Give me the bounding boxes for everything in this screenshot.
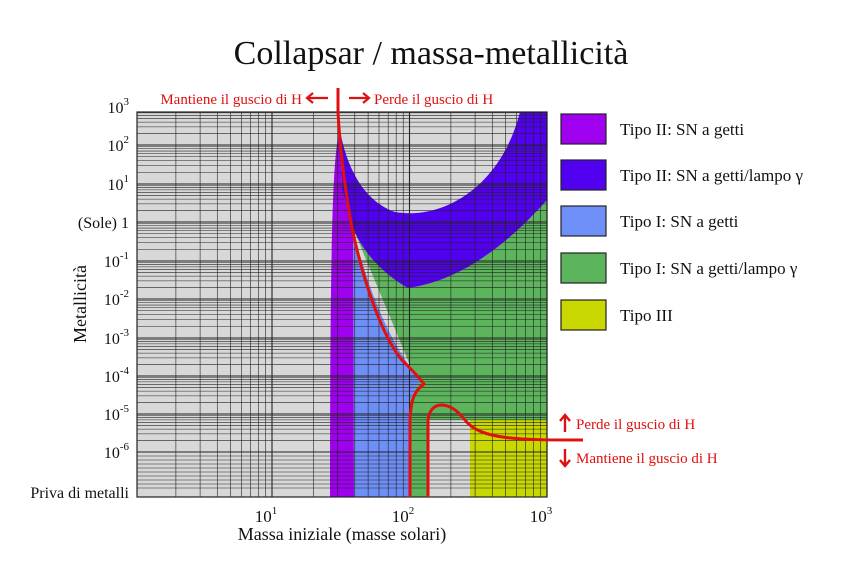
y-tick-label: 101 <box>108 173 130 194</box>
arrow-up-icon <box>559 413 571 432</box>
note-keeps-h-top: Mantiene il guscio di H <box>160 92 302 108</box>
x-axis-title: Massa iniziale (masse solari) <box>238 524 446 545</box>
legend-item: Tipo I: SN a getti <box>560 205 739 237</box>
y-axis-title: Metallicità <box>70 265 90 343</box>
y-tick-label: 10-6 <box>104 441 130 462</box>
boundary-line-right <box>426 403 584 497</box>
y-tick-label: Priva di metalli <box>30 485 129 502</box>
legend-item: Tipo III <box>560 299 673 331</box>
x-tick-label: 101 <box>255 505 278 526</box>
legend-swatch <box>560 252 607 284</box>
legend-label: Tipo II: SN a getti <box>620 120 744 139</box>
x-tick-label: 102 <box>392 505 415 526</box>
y-tick-label: 102 <box>108 134 130 155</box>
legend-label: Tipo I: SN a getti/lampo γ <box>620 259 798 278</box>
arrow-left-icon <box>305 92 328 104</box>
legend-item: Tipo II: SN a getti <box>560 113 744 145</box>
note-loses-h-right: Perde il guscio di H <box>576 417 695 433</box>
arrow-right-icon <box>349 92 371 104</box>
legend-swatch <box>560 205 607 237</box>
legend-item: Tipo II: SN a getti/lampo γ <box>560 159 804 191</box>
legend-label: Tipo I: SN a getti <box>620 212 739 231</box>
plot-frame <box>136 111 548 498</box>
legend-item: Tipo I: SN a getti/lampo γ <box>560 252 798 284</box>
legend-label: Tipo II: SN a getti/lampo γ <box>620 166 804 185</box>
note-keeps-h-right: Mantiene il guscio di H <box>576 451 718 467</box>
y-tick-label: 103 <box>108 96 130 117</box>
legend-label: Tipo III <box>620 306 673 325</box>
grid-layer <box>137 112 548 497</box>
y-tick-label: (Sole) 1 <box>78 215 129 232</box>
diagram-title: Collapsar / massa-metallicità <box>234 35 629 72</box>
y-tick-label: 10-2 <box>104 288 129 309</box>
arrow-down-icon <box>559 449 571 468</box>
y-tick-label: 10-3 <box>104 327 130 348</box>
x-tick-labels: 101 102 103 <box>255 505 553 526</box>
legend: Tipo II: SN a getti Tipo II: SN a getti/l… <box>560 113 804 331</box>
y-tick-label: 10-1 <box>104 250 129 271</box>
y-tick-labels: 103 102 101 (Sole) 1 10-1 10-2 10-3 10-4 10-5 10-… <box>30 96 129 502</box>
x-tick-label: 103 <box>530 505 553 526</box>
legend-swatch <box>560 299 607 331</box>
region-type-ii-jet-grb <box>340 112 547 288</box>
y-tick-label: 10-5 <box>104 403 130 424</box>
boundary-line-main <box>336 88 427 497</box>
y-tick-label: 10-4 <box>104 365 130 386</box>
legend-swatch <box>560 113 607 145</box>
note-loses-h-top: Perde il guscio di H <box>374 92 493 108</box>
hydrogen-boundary <box>336 88 584 497</box>
legend-swatch <box>560 159 607 191</box>
